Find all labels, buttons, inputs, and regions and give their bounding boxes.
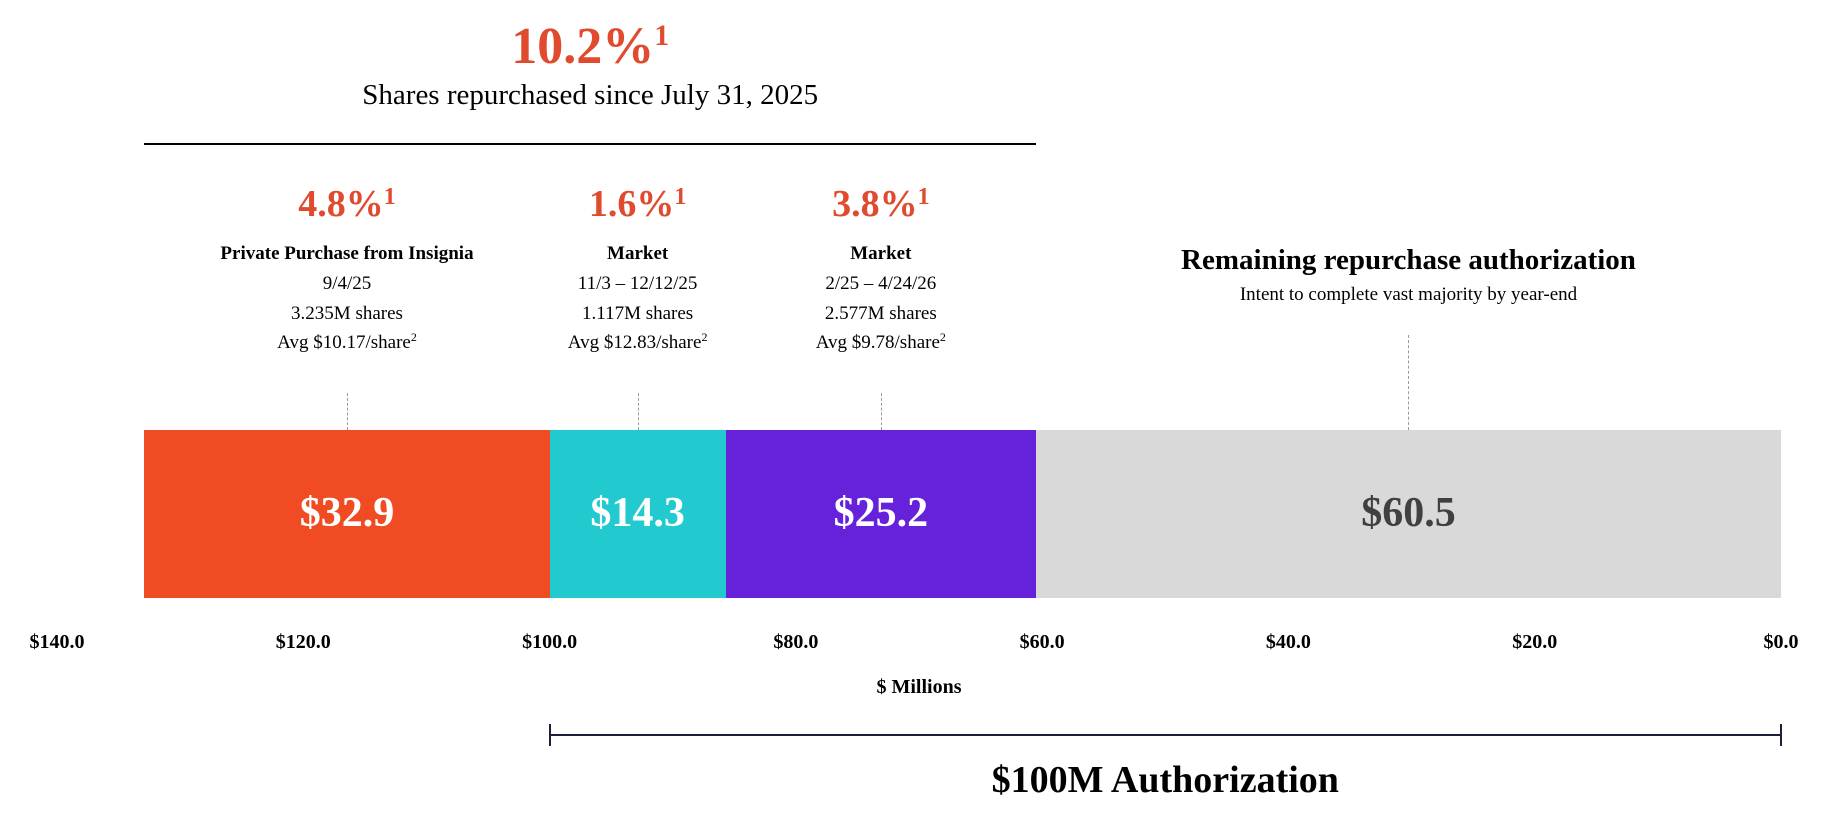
headline-footnote: 1 (654, 19, 670, 52)
remaining-authorization-note: Intent to complete vast majority by year… (1239, 284, 1578, 305)
segment-3-percentage-value: 3.8% (832, 183, 918, 225)
authorization-bracket-right-cap (1780, 724, 1782, 746)
segment-2-leader-line (637, 393, 639, 430)
bar-segment-3 (725, 430, 1036, 598)
bar-segment-3-value: $25.2 (833, 490, 929, 536)
x-tick-label: $80.0 (773, 631, 819, 653)
segment-2-percentage-value: 1.6% (588, 183, 675, 225)
segment-1-leader-line (347, 393, 348, 430)
bar-segment-1-value: $32.9 (299, 490, 395, 536)
x-tick-label: $120.0 (275, 631, 331, 653)
headline-divider (144, 143, 1036, 145)
remaining-leader-line (1408, 335, 1410, 430)
segment-1-percentage-footnote: 1 (383, 184, 396, 210)
segment-3-percentage-footnote: 1 (917, 184, 930, 210)
segment-1-average-price-value: Avg $10.17/share (277, 332, 411, 353)
segment-3-percentage: 3.8%1 (832, 183, 930, 226)
segment-3-date: 2/25 – 4/24/26 (825, 273, 937, 294)
bar-segment-2-value: $14.3 (590, 490, 685, 536)
segment-2-average-price: Avg $12.83/share2 (567, 330, 708, 355)
segment-1-percentage: 4.8%1 (298, 183, 396, 226)
segment-3-label: Market (850, 243, 912, 264)
segment-2-shares: 1.117M shares (582, 303, 694, 324)
x-axis-title: $ Millions (876, 676, 962, 698)
x-tick-label: $40.0 (1265, 631, 1311, 653)
authorization-label: $100M Authorization (991, 759, 1339, 801)
headline-percentage: 10.2%1 (511, 18, 669, 75)
segment-1-date: 9/4/25 (322, 273, 372, 294)
segment-2-label: Market (607, 243, 669, 264)
segment-3-average-price-value: Avg $9.78/share (815, 332, 940, 353)
headline-subtitle: Shares repurchased since July 31, 2025 (362, 79, 819, 111)
x-tick-label: $60.0 (1019, 631, 1065, 653)
bar-segment-4 (1035, 430, 1781, 598)
authorization-bracket-left-cap (548, 724, 551, 746)
segment-2-percentage-footnote: 1 (674, 184, 687, 210)
x-tick-label: $20.0 (1512, 631, 1558, 653)
segment-2-average-price-value: Avg $12.83/share (567, 332, 702, 353)
segment-1-percentage-value: 4.8% (298, 183, 384, 225)
segment-2-percentage: 1.6%1 (588, 183, 687, 226)
x-tick-label: $100.0 (522, 631, 578, 653)
bar-segment-2 (549, 430, 726, 598)
segment-1-label: Private Purchase from Insignia (220, 243, 474, 264)
segment-3-average-price: Avg $9.78/share2 (815, 330, 946, 355)
bar-segment-4-value: $60.5 (1361, 490, 1456, 536)
headline-percentage-value: 10.2% (511, 18, 655, 75)
segment-3-average-price-footnote: 2 (939, 330, 946, 344)
x-tick-label: $140.0 (29, 631, 85, 653)
segment-3-leader-line (880, 393, 882, 430)
bar-segment-1 (144, 430, 550, 598)
segment-3-shares: 2.577M shares (824, 303, 937, 324)
x-tick-label: $0.0 (1763, 631, 1799, 653)
segment-1-average-price-footnote: 2 (410, 330, 417, 344)
segment-2-average-price-footnote: 2 (701, 330, 708, 344)
segment-1-shares: 3.235M shares (291, 303, 403, 324)
segment-2-date: 11/3 – 12/12/25 (577, 273, 698, 294)
segment-1-average-price: Avg $10.17/share2 (277, 330, 417, 355)
remaining-authorization-title: Remaining repurchase authorization (1181, 244, 1636, 276)
authorization-bracket-line (549, 734, 1781, 736)
